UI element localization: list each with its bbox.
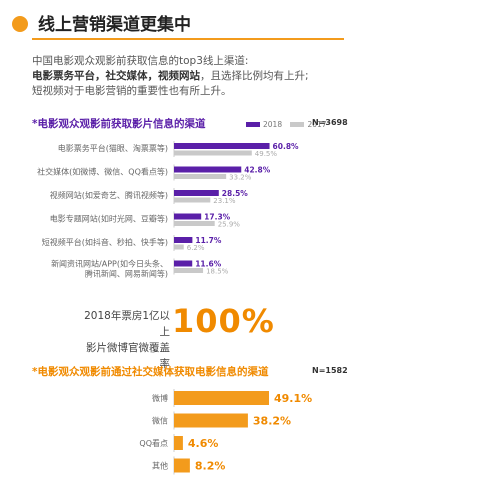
chart1-data-label-2017: 18.5% [206,268,229,276]
chart1-data-label-2018: 17.3% [204,213,231,222]
chart1-data-label-2017: 49.5% [255,150,278,158]
stat-line-2: 影片微博官微覆盖率 [86,342,170,370]
chart2-bar [174,413,248,428]
legend-label-2018: 2018 [263,119,283,129]
chart1-category-label: 短视频平台(如抖音、秒拍、快手等) [42,237,168,247]
chart1-data-label-2018: 60.8% [273,142,300,151]
chart1-bar-2017 [174,244,184,250]
chart1-data-label-2018: 11.6% [195,260,222,269]
chart1-sample-size: N=3698 [312,118,348,127]
intro-line-3: 短视频对于电影营销的重要性也有所上升。 [32,85,232,97]
chart1-bar-2018 [174,166,242,173]
intro-line-2-rest: ，且选择比例均有上升; [200,70,309,82]
stat-caption: 2018年票房1亿以上 影片微博官微覆盖率 [80,308,170,372]
chart2-category-label: QQ看点 [139,439,168,448]
section-header: 线上营销渠道更集中 [10,8,490,48]
chart1-data-label-2017: 23.1% [213,197,236,205]
chart1-bar-2017 [174,174,227,179]
chart1-data-label-2018: 11.7% [195,236,222,245]
chart2-sample-size: N=1582 [312,366,348,375]
chart2-category-label: 微博 [152,393,168,403]
chart1-bar-2017 [174,197,211,203]
chart1-bar-2017 [174,221,215,226]
chart2-bar [174,391,269,405]
chart2-data-label: 4.6% [188,437,219,450]
page-title: 线上营销渠道更集中 [38,15,191,35]
chart1-data-label-2017: 25.9% [218,221,241,229]
chart2-category-label: 其他 [152,461,168,471]
chart1-category-label: 视频网站(如爱奇艺、腾讯视频等) [50,190,168,200]
chart2-data-label: 49.1% [274,392,312,405]
chart1-bar-2018 [174,190,219,196]
chart1-bar-2017 [174,150,252,156]
intro-line-2: 电影票务平台，社交媒体，视频网站，且选择比例均有上升; [32,69,332,84]
title-underline [32,38,344,40]
chart1-data-label-2018: 42.8% [244,166,271,175]
chart1-data-label-2018: 28.5% [222,189,249,198]
chart2-category-label: 微信 [152,416,168,426]
chart1-bar-2018 [174,237,193,243]
chart1-data-label-2017: 33.2% [229,174,252,182]
stat-value: 100% [172,302,275,340]
intro-text: 中国电影观众观影前获取信息的top3线上渠道: 电影票务平台，社交媒体，视频网站… [32,54,332,99]
chart1-category-label: 新闻资讯网站/APP(如今日头条、腾讯新闻、网易新闻等) [51,259,168,279]
chart1-bar-2017 [174,268,204,273]
chart1-category-label: 电影票务平台(猫眼、淘票票等) [58,143,168,153]
chart1-category-label: 社交媒体(如微博、微信、QQ看点等) [37,167,168,177]
chart2-title: *电影观众观影前通过社交媒体获取电影信息的渠道 [32,366,269,378]
legend-label-2017: 2017 [307,119,327,129]
chart1-bar-2018 [174,260,193,267]
legend-swatch-2017 [290,121,305,127]
bullet-icon [12,16,28,32]
chart2-data-label: 38.2% [253,415,291,428]
chart1-legend: 2018 2017 [246,119,327,129]
chart1-data-label-2017: 6.2% [187,244,205,252]
chart1-title: *电影观众观影前获取影片信息的渠道 [32,118,206,130]
intro-line-2-bold: 电影票务平台，社交媒体，视频网站 [32,70,200,82]
chart2-bar [174,458,190,473]
stat-line-1: 2018年票房1亿以上 [84,310,170,338]
intro-line-1: 中国电影观众观影前获取信息的top3线上渠道: [32,55,249,67]
chart2-data-label: 8.2% [195,460,226,473]
chart1-category-label: 电影专题网站(如时光网、豆瓣等) [50,214,168,224]
chart1-bar-2018 [174,213,202,220]
chart1-bar-2018 [174,143,270,149]
legend-swatch-2018 [246,121,260,127]
chart2-bar [174,436,183,450]
